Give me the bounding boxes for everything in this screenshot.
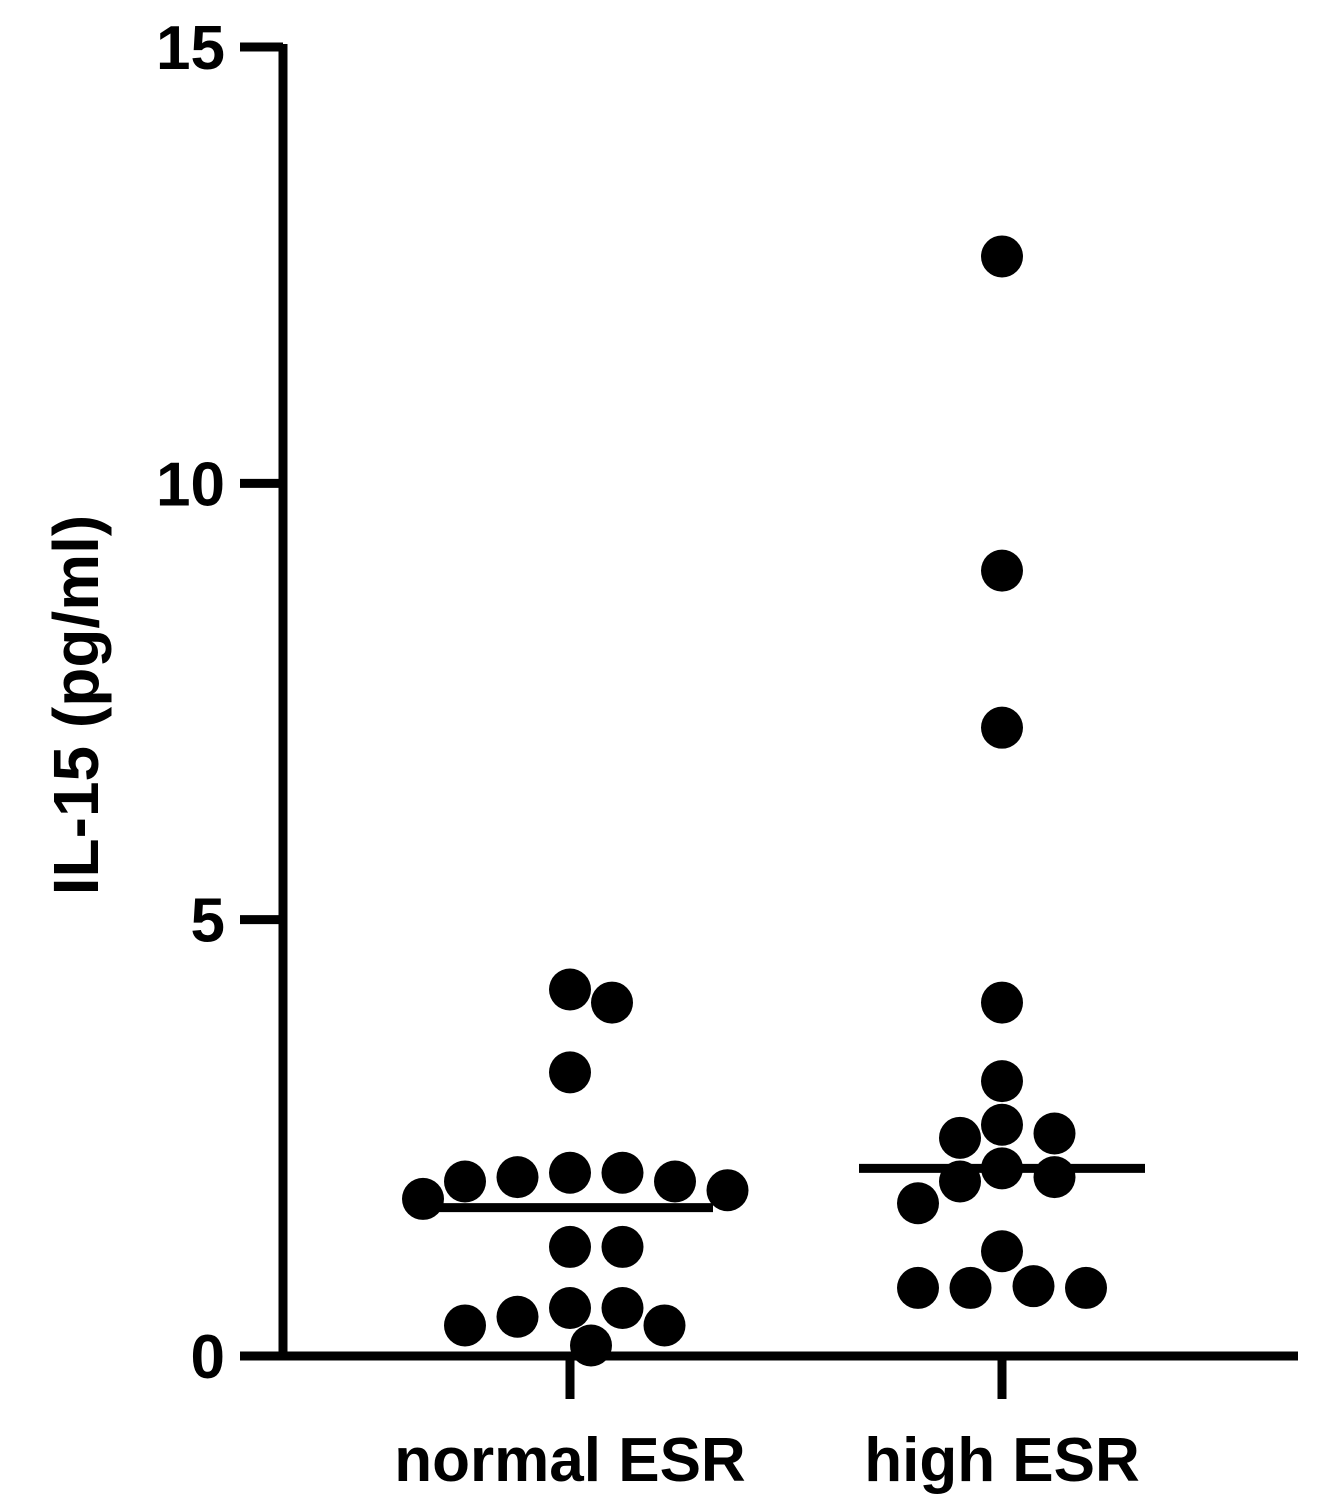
data-point	[981, 235, 1023, 278]
data-point	[549, 1151, 591, 1194]
data-point	[601, 1151, 644, 1194]
data-points	[402, 235, 1107, 1367]
data-point	[549, 1287, 591, 1330]
y-tick-label: 0	[191, 1323, 225, 1392]
data-point	[1033, 1156, 1076, 1199]
x-category-label: high ESR	[864, 1426, 1140, 1495]
data-point	[549, 968, 591, 1011]
data-point	[897, 1266, 939, 1309]
data-point	[591, 981, 633, 1024]
x-ticks: normal ESR high ESR	[394, 1356, 1140, 1495]
data-point	[981, 1103, 1023, 1146]
data-point	[444, 1304, 486, 1347]
y-tick-label: 5	[191, 887, 225, 956]
data-point	[496, 1295, 539, 1338]
median-lines	[427, 1163, 1145, 1213]
data-point	[601, 1287, 644, 1330]
data-point	[549, 1051, 591, 1094]
x-category-label: normal ESR	[394, 1426, 745, 1495]
data-point	[981, 706, 1023, 749]
data-point	[949, 1266, 992, 1309]
data-point	[706, 1169, 749, 1212]
axes	[240, 44, 1298, 1361]
data-point	[570, 1324, 612, 1367]
data-point	[981, 1060, 1023, 1103]
data-point	[1033, 1112, 1076, 1155]
data-point	[496, 1156, 539, 1199]
data-point	[981, 1230, 1023, 1273]
data-point	[654, 1160, 696, 1203]
data-point	[981, 549, 1023, 592]
data-point	[549, 1225, 591, 1268]
data-point	[444, 1160, 486, 1203]
data-point	[981, 981, 1023, 1024]
y-tick-label: 10	[156, 450, 225, 519]
y-axis-title: IL-15 (pg/ml)	[40, 515, 112, 895]
data-point	[939, 1116, 981, 1159]
data-point	[402, 1177, 444, 1220]
y-ticks: 0 5 10 15	[156, 14, 283, 1392]
data-point	[1065, 1266, 1107, 1309]
data-point	[897, 1182, 939, 1225]
y-tick-label: 15	[156, 14, 225, 83]
data-point	[1012, 1265, 1055, 1308]
data-point	[601, 1225, 644, 1268]
data-point	[643, 1304, 686, 1347]
